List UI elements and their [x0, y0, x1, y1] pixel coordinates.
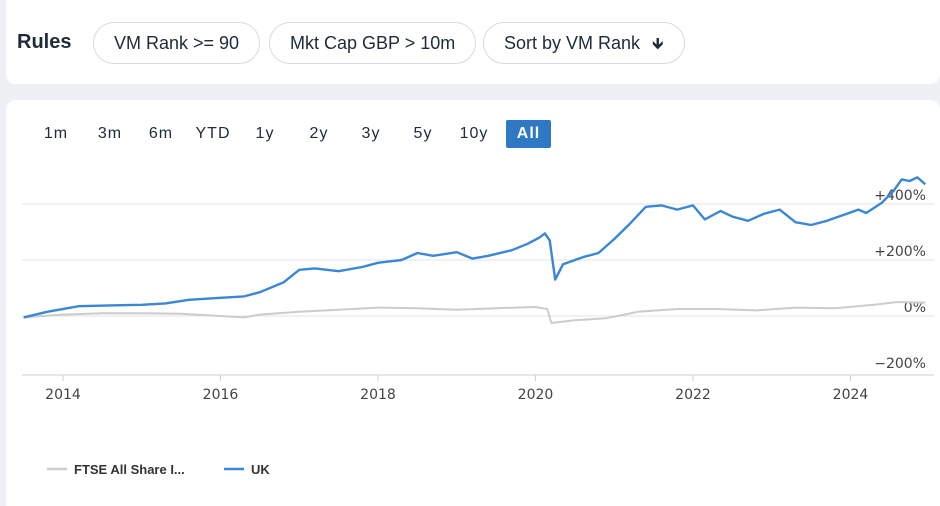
x-tick-label: 2016 [203, 387, 239, 403]
filter-mkt-cap[interactable]: Mkt Cap GBP > 10m [269, 22, 477, 64]
range-button-1m[interactable]: 1m [43, 125, 69, 142]
filter-mkt-cap-label: Mkt Cap GBP > 10m [290, 33, 456, 53]
series-line-uk [23, 176, 927, 319]
x-tick-label: 2022 [675, 387, 711, 403]
x-tick-label: 2020 [518, 387, 554, 403]
rules-title: Rules [17, 31, 72, 53]
x-tick-label: 2024 [833, 387, 869, 403]
range-button-all[interactable]: All [506, 120, 551, 148]
y-tick-label: −200% [874, 356, 926, 372]
sort-label: Sort by VM Rank [504, 33, 641, 53]
filter-vm-rank[interactable]: VM Rank >= 90 [93, 22, 261, 64]
y-tick-label: +400% [874, 188, 926, 204]
filter-vm-rank-label: VM Rank >= 90 [114, 33, 240, 53]
sort-by-vm-rank[interactable]: Sort by VM Rank 🡻 [483, 22, 685, 64]
range-button-10y[interactable]: 10y [459, 125, 489, 142]
range-button-6m[interactable]: 6m [148, 125, 174, 142]
range-button-5y[interactable]: 5y [413, 125, 433, 142]
y-tick-label: 0% [904, 300, 926, 316]
range-button-2y[interactable]: 2y [309, 125, 329, 142]
series-line-ftse [23, 301, 926, 324]
y-tick-label: +200% [874, 244, 926, 260]
x-tick-label: 2014 [45, 387, 81, 403]
legend-label-ftse: FTSE All Share I... [74, 462, 185, 477]
range-button-1y[interactable]: 1y [255, 125, 275, 142]
range-button-3y[interactable]: 3y [361, 125, 381, 142]
x-tick-label: 2018 [360, 387, 396, 403]
legend-label-uk: UK [251, 462, 270, 477]
arrow-down-icon: 🡻 [652, 36, 664, 53]
range-button-3m[interactable]: 3m [97, 125, 123, 142]
range-button-ytd[interactable]: YTD [195, 125, 231, 142]
